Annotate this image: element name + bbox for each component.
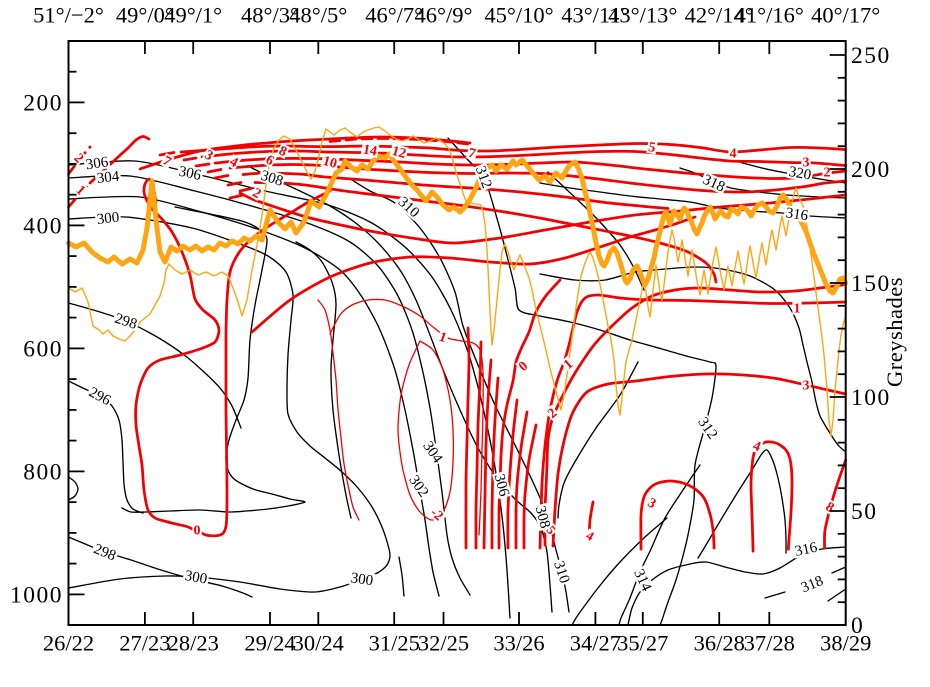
svg-text:49°/0°: 49°/0° (116, 3, 174, 28)
svg-text:27/23: 27/23 (119, 631, 170, 656)
svg-text:1000: 1000 (10, 582, 63, 608)
svg-text:300: 300 (350, 570, 375, 589)
svg-text:43°/11°: 43°/11° (561, 3, 629, 28)
svg-text:0: 0 (851, 613, 864, 639)
svg-text:0: 0 (194, 524, 201, 539)
svg-text:316: 316 (785, 205, 810, 224)
svg-text:400: 400 (23, 213, 63, 239)
svg-text:3: 3 (803, 379, 810, 394)
svg-text:42°/14°: 42°/14° (685, 3, 754, 28)
svg-text:150: 150 (851, 271, 891, 297)
svg-text:306: 306 (491, 472, 512, 498)
svg-text:46°/9°: 46°/9° (415, 3, 473, 28)
svg-text:318: 318 (799, 573, 826, 596)
svg-text:304: 304 (96, 169, 121, 187)
svg-text:800: 800 (23, 459, 63, 485)
svg-text:4: 4 (730, 147, 737, 162)
svg-text:250: 250 (851, 43, 891, 69)
svg-text:28/23: 28/23 (168, 631, 219, 656)
svg-text:38/29: 38/29 (820, 631, 871, 656)
svg-text:34/27: 34/27 (570, 631, 621, 656)
svg-text:7: 7 (466, 146, 477, 162)
svg-text:30/24: 30/24 (293, 631, 344, 656)
svg-text:306: 306 (177, 164, 203, 184)
svg-text:48°/3°: 48°/3° (241, 3, 299, 28)
svg-text:33/26: 33/26 (493, 631, 544, 656)
svg-text:200: 200 (23, 90, 63, 116)
svg-text:312: 312 (472, 164, 495, 191)
svg-text:5: 5 (647, 140, 656, 156)
svg-text:298: 298 (113, 311, 139, 333)
svg-text:320: 320 (787, 164, 812, 184)
svg-text:37/28: 37/28 (744, 631, 795, 656)
svg-text:35/27: 35/27 (617, 631, 668, 656)
svg-text:1: 1 (437, 330, 449, 346)
svg-text:10: 10 (321, 154, 338, 172)
svg-text:45°/10°: 45°/10° (484, 3, 553, 28)
svg-text:29/24: 29/24 (244, 631, 295, 656)
svg-text:26/22: 26/22 (43, 631, 94, 656)
svg-text:46°/7°: 46°/7° (365, 3, 423, 28)
svg-text:600: 600 (23, 336, 63, 362)
svg-text:48°/5°: 48°/5° (289, 3, 347, 28)
svg-text:300: 300 (183, 568, 208, 588)
svg-text:4: 4 (751, 439, 763, 455)
svg-text:316: 316 (793, 540, 819, 560)
svg-text:41°/16°: 41°/16° (735, 3, 804, 28)
svg-text:12: 12 (390, 144, 407, 162)
svg-text:310: 310 (550, 559, 572, 585)
svg-text:298: 298 (91, 541, 118, 564)
svg-text:100: 100 (851, 385, 891, 411)
svg-text:300: 300 (96, 210, 120, 228)
svg-text:306: 306 (85, 154, 110, 173)
svg-text:31/25: 31/25 (369, 631, 420, 656)
svg-text:14: 14 (362, 142, 378, 159)
svg-text:40°/17°: 40°/17° (811, 3, 880, 28)
svg-text:49°/1°: 49°/1° (164, 3, 222, 28)
svg-text:200: 200 (851, 157, 891, 183)
svg-text:32/25: 32/25 (418, 631, 469, 656)
svg-text:1: 1 (794, 302, 801, 317)
svg-text:308: 308 (259, 168, 285, 190)
svg-text:50: 50 (851, 499, 878, 525)
svg-text:308: 308 (532, 504, 553, 530)
svg-text:Greyshades: Greyshades (882, 277, 907, 387)
svg-text:3: 3 (803, 156, 810, 171)
svg-text:2: 2 (824, 166, 831, 181)
svg-text:51°/−2°: 51°/−2° (33, 3, 104, 28)
svg-text:36/28: 36/28 (694, 631, 745, 656)
svg-text:43°/13°: 43°/13° (608, 3, 677, 28)
